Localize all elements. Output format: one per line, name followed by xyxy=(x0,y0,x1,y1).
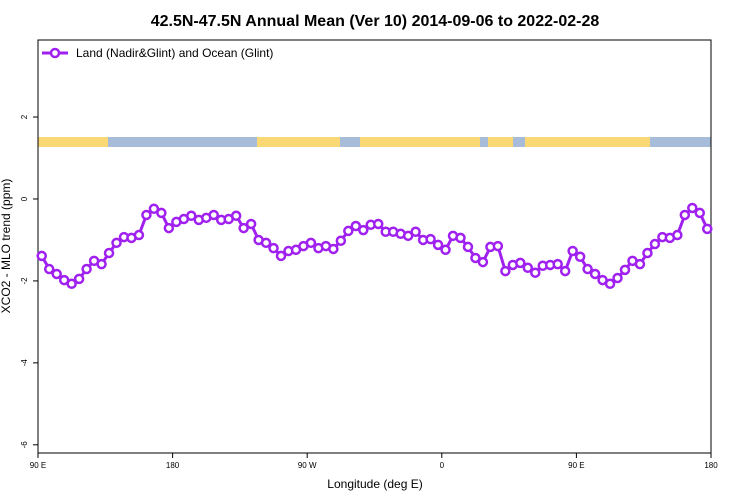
data-point xyxy=(694,207,706,219)
data-point xyxy=(141,209,152,221)
series-line xyxy=(40,206,709,286)
data-point xyxy=(148,203,160,215)
land-ocean-strip xyxy=(38,137,711,147)
x-tick-label: 180 xyxy=(704,461,718,470)
data-point xyxy=(574,251,586,262)
data-point xyxy=(477,256,489,268)
data-point xyxy=(343,225,354,237)
data-point xyxy=(522,262,534,274)
y-axis-label: XCO2 - MLO trend (ppm) xyxy=(0,179,13,314)
data-point xyxy=(440,244,451,256)
data-point xyxy=(208,209,219,221)
data-point xyxy=(619,264,631,276)
data-point xyxy=(305,237,317,249)
data-point xyxy=(81,263,92,275)
data-point xyxy=(612,272,623,284)
data-point xyxy=(687,202,698,214)
x-axis-label: Longitude (deg E) xyxy=(327,477,422,491)
data-point xyxy=(679,209,691,221)
data-point xyxy=(500,265,511,277)
data-point xyxy=(51,268,62,280)
data-point xyxy=(111,237,122,249)
data-point xyxy=(156,207,167,219)
data-point xyxy=(470,252,481,264)
y-tick-label: 2 xyxy=(20,114,29,119)
data-point xyxy=(582,263,593,275)
data-point xyxy=(43,263,55,275)
data-point xyxy=(238,222,249,234)
data-point xyxy=(432,239,444,251)
data-point xyxy=(36,250,47,262)
data-point xyxy=(462,241,474,253)
x-tick-label: 90 W xyxy=(298,461,317,470)
data-point xyxy=(455,232,466,244)
data-point xyxy=(358,224,369,236)
data-point xyxy=(268,242,279,254)
data-point xyxy=(634,258,646,270)
x-tick-label: 90 E xyxy=(568,461,584,470)
data-point xyxy=(672,229,683,241)
data-point xyxy=(328,243,339,255)
data-point xyxy=(103,247,115,259)
data-point xyxy=(372,218,384,230)
y-tick-label: -2 xyxy=(20,277,29,285)
data-point xyxy=(552,258,563,270)
data-point xyxy=(702,223,713,235)
data-point xyxy=(245,218,257,230)
data-point xyxy=(186,210,197,222)
data-point xyxy=(275,250,287,262)
x-tick-label: 0 xyxy=(440,461,445,470)
data-point xyxy=(335,235,347,247)
data-point xyxy=(410,226,421,237)
y-tick-label: 0 xyxy=(20,196,29,201)
data-point xyxy=(515,257,526,269)
chart-title: 42.5N-47.5N Annual Mean (Ver 10) 2014-09… xyxy=(151,13,600,30)
data-point xyxy=(492,240,504,252)
y-tick-label: -6 xyxy=(20,441,29,449)
data-point xyxy=(402,230,414,242)
legend-label: Land (Nadir&Glint) and Ocean (Glint) xyxy=(76,46,273,60)
data-point xyxy=(425,233,436,245)
data-point xyxy=(133,229,145,241)
data-point xyxy=(642,247,653,259)
legend-marker xyxy=(49,47,61,59)
data-point xyxy=(559,265,571,277)
x-tick-label: 180 xyxy=(166,461,180,470)
y-tick-label: -4 xyxy=(20,359,29,367)
data-point xyxy=(604,278,616,290)
data-point xyxy=(96,258,107,270)
data-point xyxy=(73,273,85,285)
data-point xyxy=(163,222,175,234)
data-point xyxy=(567,245,578,257)
data-point xyxy=(230,210,242,222)
plot-frame xyxy=(37,39,712,454)
x-tick-label: 90 E xyxy=(30,461,46,470)
data-point xyxy=(589,268,601,280)
data-point xyxy=(350,220,362,232)
data-point xyxy=(649,238,661,250)
data-point xyxy=(66,278,77,290)
data-point xyxy=(530,267,541,278)
data-point xyxy=(260,237,272,249)
